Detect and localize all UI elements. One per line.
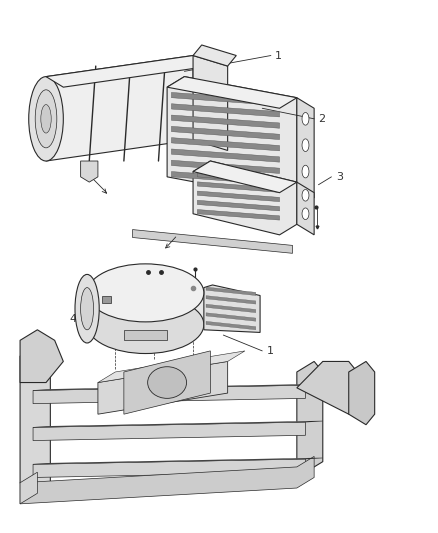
Polygon shape [171,104,279,117]
Ellipse shape [148,367,187,398]
Text: 4: 4 [69,314,76,324]
Polygon shape [20,345,50,494]
Ellipse shape [35,90,57,148]
Polygon shape [20,330,64,383]
Polygon shape [33,459,305,478]
Polygon shape [198,209,279,220]
Ellipse shape [87,295,204,353]
Polygon shape [349,361,374,425]
Polygon shape [171,126,279,140]
Polygon shape [33,385,305,403]
Polygon shape [20,456,314,504]
Polygon shape [206,296,256,304]
Polygon shape [206,321,256,330]
Polygon shape [193,161,297,192]
Text: 1: 1 [275,51,282,61]
Polygon shape [204,285,260,333]
Ellipse shape [75,274,99,343]
Polygon shape [171,160,279,173]
Polygon shape [33,458,323,464]
Text: 6: 6 [223,309,230,319]
Polygon shape [46,55,210,87]
Polygon shape [167,77,297,198]
Polygon shape [167,77,297,108]
Polygon shape [198,200,279,211]
Text: 3: 3 [336,172,343,182]
Text: 5: 5 [150,264,157,274]
Polygon shape [171,138,279,151]
Polygon shape [98,361,228,414]
Text: 1: 1 [267,346,274,356]
Ellipse shape [302,165,309,178]
Ellipse shape [29,77,64,161]
Polygon shape [297,361,357,414]
Polygon shape [206,304,256,313]
Ellipse shape [87,264,204,322]
Polygon shape [33,384,323,391]
Polygon shape [171,115,279,128]
Polygon shape [81,161,98,182]
Polygon shape [198,182,279,192]
Polygon shape [198,173,279,183]
Ellipse shape [302,190,309,201]
Text: 2: 2 [318,114,325,124]
Polygon shape [171,92,279,106]
Polygon shape [98,351,245,383]
Polygon shape [193,161,297,235]
Ellipse shape [302,139,309,151]
Ellipse shape [81,288,94,330]
Polygon shape [124,330,167,341]
Ellipse shape [41,104,51,133]
Polygon shape [297,98,314,198]
Polygon shape [171,149,279,162]
Polygon shape [124,351,210,414]
Ellipse shape [302,208,309,220]
Polygon shape [171,172,279,185]
Polygon shape [198,191,279,201]
Polygon shape [87,293,204,325]
Polygon shape [46,55,193,161]
Polygon shape [33,422,305,441]
Polygon shape [20,472,37,504]
Polygon shape [193,45,236,66]
Polygon shape [297,182,314,235]
Polygon shape [297,361,323,472]
Polygon shape [206,287,256,295]
Ellipse shape [302,112,309,125]
Polygon shape [206,313,256,321]
Polygon shape [102,295,111,303]
Polygon shape [193,55,228,150]
Polygon shape [133,230,293,253]
Polygon shape [33,421,323,427]
